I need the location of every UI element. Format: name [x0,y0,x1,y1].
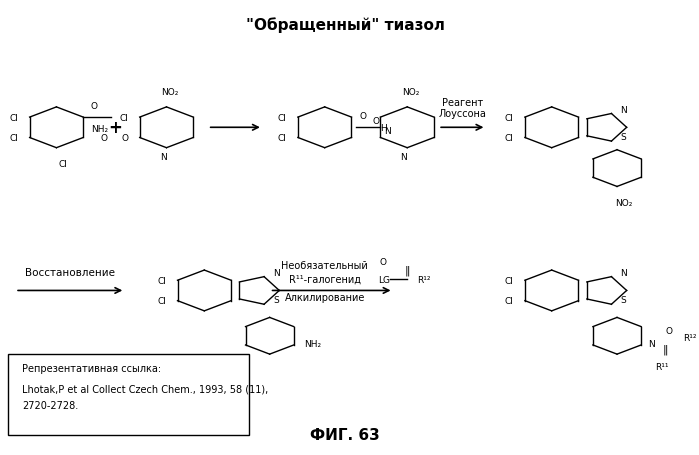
Text: Cl: Cl [505,113,514,122]
Text: Cl: Cl [157,297,166,305]
Text: O: O [122,134,129,143]
Text: R¹¹: R¹¹ [655,362,669,371]
Text: ФИГ. 63: ФИГ. 63 [310,427,380,442]
Text: NH₂: NH₂ [304,340,322,349]
Text: LG: LG [378,275,390,284]
Text: Необязательный: Необязательный [281,260,368,270]
Text: NO₂: NO₂ [615,198,633,207]
Text: Cl: Cl [59,160,68,169]
Text: Cl: Cl [278,134,287,143]
Text: Репрезентативная ссылка:: Репрезентативная ссылка: [22,363,161,373]
Text: N: N [649,340,655,349]
Text: Cl: Cl [505,297,514,305]
Text: "Обращенный" тиазол: "Обращенный" тиазол [246,17,445,33]
Text: NH₂: NH₂ [91,125,108,134]
Text: NO₂: NO₂ [402,87,419,96]
Text: N: N [273,268,280,277]
Text: N: N [401,153,407,162]
Text: N: N [621,106,627,114]
Text: O: O [359,112,366,121]
Text: Cl: Cl [505,134,514,143]
Text: +: + [108,119,122,137]
Text: N: N [159,153,166,162]
Text: Реагент
Лоуссона: Реагент Лоуссона [438,97,487,119]
Text: NO₂: NO₂ [161,87,179,96]
Text: S: S [621,295,626,304]
Text: N: N [384,126,391,136]
Text: Cl: Cl [120,113,129,122]
Text: N: N [621,268,627,277]
Text: O: O [101,134,108,143]
Text: ‖: ‖ [405,265,410,276]
Text: Cl: Cl [10,113,19,122]
Text: O: O [91,102,98,111]
Text: O: O [665,326,672,335]
Text: 2720-2728.: 2720-2728. [22,400,78,410]
Text: R¹¹-галогенид: R¹¹-галогенид [289,274,361,284]
Text: R¹²: R¹² [417,275,431,284]
Text: R¹²: R¹² [683,333,696,342]
Text: Cl: Cl [278,113,287,122]
Text: Cl: Cl [157,276,166,285]
Text: O: O [380,257,387,266]
Text: Алкилирование: Алкилирование [284,292,365,302]
Text: ‖: ‖ [663,344,668,354]
Text: Восстановление: Восстановление [25,267,115,277]
Bar [8,354,249,435]
Text: Cl: Cl [10,134,19,143]
Text: O: O [373,117,380,126]
Text: S: S [273,295,279,304]
Text: H: H [380,123,387,132]
Text: Lhotak,P et al Collect Czech Chem., 1993, 58 (11),: Lhotak,P et al Collect Czech Chem., 1993… [22,384,268,394]
Text: Cl: Cl [505,276,514,285]
Text: S: S [621,132,626,142]
